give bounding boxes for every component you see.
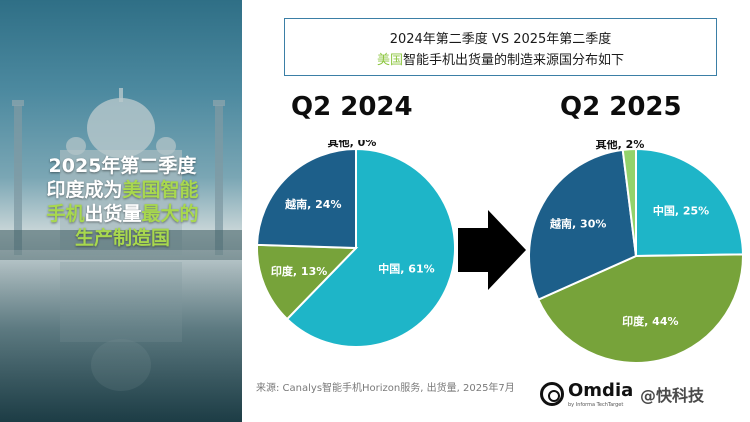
pie-slice-1-44 <box>536 253 744 364</box>
title-highlight: 美国 <box>376 53 403 68</box>
pie-label-0-24: 越南, 24% <box>284 197 341 211</box>
pie-slice-1-2 <box>621 147 637 257</box>
right-arrow-icon <box>458 210 526 290</box>
watermark: @快科技 <box>640 386 705 405</box>
title-rest: 智能手机出货量的制造来源国分布如下 <box>403 53 625 68</box>
pie-label-0-61: 中国, 61% <box>378 261 434 275</box>
pie-label-0-0: 其他, 0% <box>328 140 377 149</box>
left-headline: 2025年第二季度 印度成为美国智能 手机出货量最大的 生产制造国 <box>20 154 225 250</box>
pie-slice-1-30 <box>528 148 638 301</box>
pie-label-1-25: 中国, 25% <box>653 203 709 217</box>
headline-line1: 2025年第二季度 <box>48 155 197 177</box>
background-photo <box>0 0 242 422</box>
omdia-logo-icon <box>540 382 564 406</box>
pie-label-1-30: 越南, 30% <box>549 216 606 230</box>
title-box: 2024年第二季度 VS 2025年第二季度 美国智能手机出货量的制造来源国分布… <box>284 18 717 76</box>
pie-2025-title: Q2 2025 <box>560 92 682 122</box>
pie-label-0-13: 印度, 13% <box>271 264 327 278</box>
headline-line2-b: 美国智能 <box>122 179 199 201</box>
headline-line3-a: 手机 <box>46 203 85 225</box>
source-note: 来源: Canalys智能手机Horizon服务, 出货量, 2025年7月 <box>256 383 515 394</box>
pie-chart-2024: 中国, 61% 印度, 13% 越南, 24% 其他, 0% <box>256 140 456 348</box>
pie-slice-0-13 <box>256 243 359 321</box>
pie-slice-0-61 <box>285 147 456 348</box>
taj-mahal-silhouette <box>0 88 242 391</box>
pie-2024-title: Q2 2024 <box>291 92 413 122</box>
pie-slice-1-25 <box>635 147 745 258</box>
headline-line4: 生产制造国 <box>74 227 170 249</box>
title-line2: 美国智能手机出货量的制造来源国分布如下 <box>285 49 716 68</box>
pie-slice-0-24 <box>256 147 357 250</box>
title-line1: 2024年第二季度 VS 2025年第二季度 <box>389 32 612 47</box>
logo-name: Omdia <box>568 380 634 401</box>
logo-sub: by Informa TechTarget <box>568 402 624 408</box>
pie-chart-2025: 中国, 25% 印度, 44% 越南, 30% 其他, 2% <box>528 140 745 364</box>
pie-label-1-2: 其他, 2% <box>596 140 645 151</box>
pie-label-1-44: 印度, 44% <box>622 314 678 328</box>
headline-line3-c: 最大的 <box>141 203 199 225</box>
water-reflection <box>0 250 242 422</box>
omdia-logo: Omdia by Informa TechTarget <box>540 378 640 412</box>
headline-line3-b: 出货量 <box>84 203 142 225</box>
headline-line2-a: 印度成为 <box>46 179 123 201</box>
